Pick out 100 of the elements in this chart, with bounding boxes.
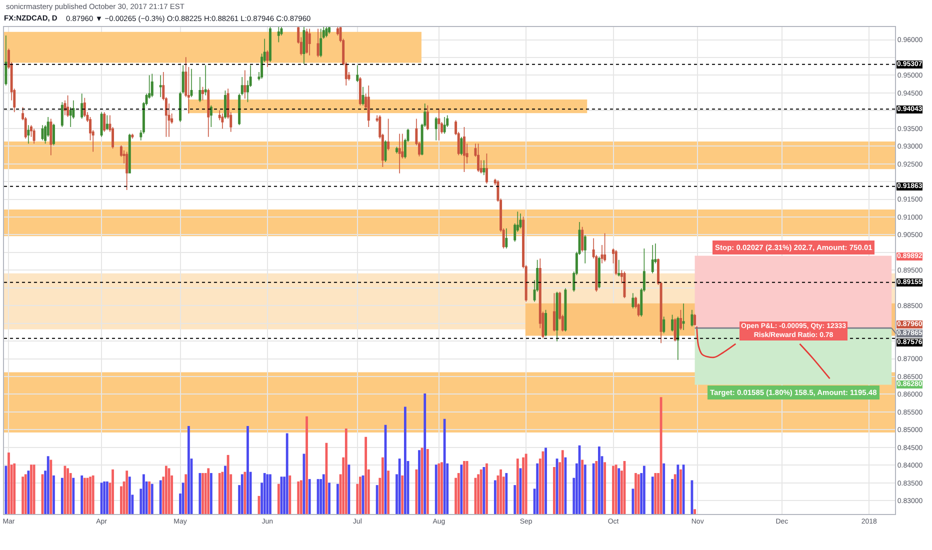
- candlestick: [103, 112, 106, 132]
- candlestick: [443, 116, 446, 134]
- candlestick: [426, 104, 429, 131]
- bar: [4, 466, 8, 514]
- bar: [418, 450, 420, 514]
- bar: [128, 476, 131, 514]
- candlestick: [398, 133, 401, 174]
- bar: [13, 463, 16, 514]
- bar: [308, 479, 311, 514]
- bar: [27, 470, 30, 514]
- bar: [46, 456, 50, 514]
- bar: [165, 466, 168, 514]
- bar: [674, 474, 676, 514]
- candlestick: [485, 153, 488, 184]
- bar: [202, 473, 204, 514]
- bar: [463, 460, 466, 514]
- candlestick: [552, 292, 556, 332]
- bar: [553, 467, 556, 514]
- bar: [328, 482, 330, 514]
- bar: [22, 476, 24, 514]
- candlestick: [64, 100, 66, 116]
- bar: [286, 433, 288, 514]
- candlestick: [651, 244, 654, 274]
- bar: [654, 473, 657, 514]
- bar: [92, 475, 94, 514]
- bar: [651, 476, 654, 514]
- bar: [634, 473, 637, 514]
- bar: [457, 473, 460, 514]
- bar: [246, 426, 249, 514]
- candlestick: [690, 309, 694, 327]
- bar: [288, 475, 292, 514]
- candlestick: [60, 102, 64, 128]
- candlestick: [32, 128, 36, 144]
- bar: [240, 474, 244, 514]
- candlestick: [4, 35, 8, 86]
- bar: [680, 469, 682, 514]
- candlestick: [316, 28, 320, 58]
- candlestick: [463, 126, 466, 172]
- candlestick: [244, 70, 246, 99]
- bar: [150, 484, 154, 514]
- bar: [514, 485, 516, 514]
- candlestick: [682, 303, 685, 330]
- bar: [359, 476, 362, 514]
- bar: [522, 457, 524, 514]
- bar: [505, 473, 508, 514]
- bar: [561, 450, 564, 514]
- candlestick: [308, 28, 311, 56]
- bar: [581, 460, 584, 514]
- candlestick: [505, 228, 508, 249]
- bar: [618, 468, 620, 514]
- bar: [263, 473, 266, 514]
- candlestick: [210, 104, 212, 128]
- bar: [420, 448, 424, 514]
- bar: [148, 481, 151, 514]
- candlestick: [674, 318, 676, 342]
- bar: [221, 472, 224, 514]
- bar: [486, 463, 488, 514]
- candlestick: [221, 113, 224, 130]
- candlestick: [434, 116, 438, 141]
- bar: [106, 481, 108, 514]
- candlestick: [266, 50, 269, 68]
- candlestick: [159, 74, 162, 98]
- bar: [30, 464, 32, 514]
- candlestick: [52, 123, 55, 146]
- bar: [159, 480, 162, 514]
- bar: [184, 474, 188, 514]
- bar: [524, 454, 528, 514]
- bar: [266, 474, 269, 514]
- candlestick: [325, 27, 328, 38]
- candlestick: [268, 27, 272, 62]
- candlestick: [367, 85, 370, 128]
- bar: [494, 480, 496, 514]
- bar: [198, 473, 202, 514]
- candlestick: [556, 291, 558, 342]
- candlestick: [671, 314, 674, 332]
- bar: [671, 479, 674, 514]
- bar: [584, 464, 586, 514]
- bar: [404, 406, 406, 514]
- bar: [24, 474, 27, 514]
- bar: [595, 460, 598, 514]
- candlestick: [302, 27, 306, 64]
- bar: [224, 466, 226, 514]
- bar: [516, 458, 519, 514]
- candlestick: [477, 143, 480, 172]
- bar: [536, 463, 539, 514]
- candlestick: [438, 108, 440, 141]
- bar: [426, 448, 429, 514]
- candlestick: [80, 93, 84, 120]
- candlestick: [396, 146, 398, 154]
- bar: [226, 454, 230, 514]
- bar: [642, 466, 646, 514]
- bar: [60, 478, 64, 514]
- bar: [300, 480, 302, 514]
- bar: [401, 475, 404, 514]
- bar: [364, 436, 368, 514]
- bar: [676, 464, 680, 514]
- candlestick: [50, 118, 52, 156]
- bar: [614, 464, 618, 514]
- bar: [440, 462, 443, 514]
- candlestick: [676, 316, 680, 360]
